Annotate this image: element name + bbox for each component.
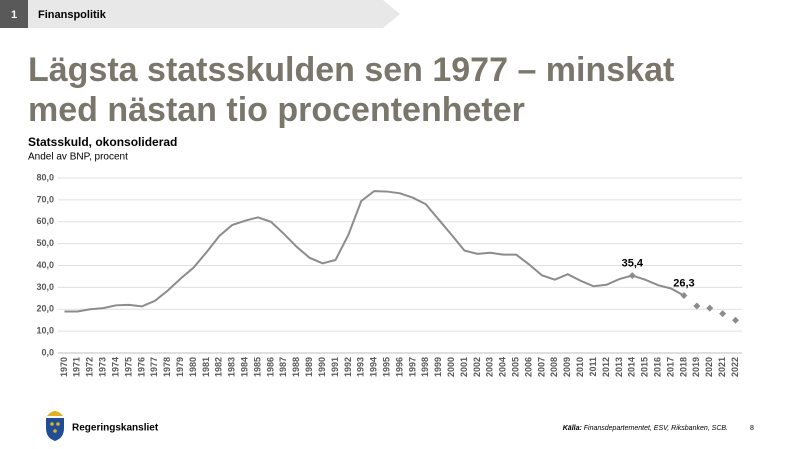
- slide-title: Lägsta statsskulden sen 1977 – minskat: [28, 51, 674, 89]
- x-tick-label: 1988: [291, 357, 301, 377]
- y-tick-label: 40,0: [36, 260, 54, 270]
- x-tick-label: 2002: [472, 357, 482, 377]
- page-number: 8: [750, 425, 754, 432]
- x-tick-label: 2022: [730, 357, 740, 377]
- data-label: 26,3: [673, 277, 694, 289]
- data-point: [732, 316, 740, 324]
- x-tick-label: 1974: [110, 357, 120, 377]
- source-label: Källa:: [563, 425, 582, 432]
- x-tick-label: 1995: [381, 357, 391, 377]
- x-tick-label: 1997: [407, 357, 417, 377]
- x-tick-label: 2005: [511, 357, 521, 377]
- y-tick-label: 50,0: [36, 238, 54, 248]
- x-tick-label: 2017: [665, 357, 675, 377]
- x-tick-label: 2003: [485, 357, 495, 377]
- x-tick-label: 1996: [394, 357, 404, 377]
- x-tick-label: 1998: [420, 357, 430, 377]
- x-tick-label: 1990: [317, 357, 327, 377]
- y-tick-label: 20,0: [36, 304, 54, 314]
- x-tick-label: 1971: [72, 357, 82, 377]
- section-number-box: [0, 0, 28, 28]
- data-point: [719, 310, 727, 318]
- x-tick-label: 1978: [162, 357, 172, 377]
- x-tick-label: 2015: [640, 357, 650, 377]
- x-tick-label: 1984: [240, 357, 250, 377]
- x-tick-label: 1976: [136, 357, 146, 377]
- x-tick-label: 1987: [278, 357, 288, 377]
- logo-crown-dot: [50, 422, 54, 426]
- x-tick-label: 1981: [201, 357, 211, 377]
- x-tick-label: 1994: [369, 357, 379, 377]
- data-label: 35,4: [622, 257, 644, 269]
- x-tick-label: 2007: [536, 357, 546, 377]
- logo-crown: [47, 411, 63, 416]
- x-tick-label: 1986: [265, 357, 275, 377]
- chart-title: Statsskuld, okonsoliderad: [28, 135, 177, 149]
- x-tick-label: 1979: [175, 357, 185, 377]
- section-number: 1: [11, 9, 17, 21]
- x-tick-label: 2010: [575, 357, 585, 377]
- x-tick-label: 1991: [330, 357, 340, 377]
- x-tick-label: 2008: [549, 357, 559, 377]
- x-tick-label: 1972: [85, 357, 95, 377]
- data-point: [693, 302, 701, 310]
- y-tick-label: 60,0: [36, 216, 54, 226]
- y-tick-label: 0,0: [41, 347, 54, 357]
- x-tick-label: 2006: [523, 357, 533, 377]
- source: Källa: Finansdepartementet, ESV, Riksban…: [563, 425, 728, 432]
- section-tab: [0, 0, 400, 28]
- x-tick-label: 1982: [214, 357, 224, 377]
- x-tick-label: 1970: [59, 357, 69, 377]
- x-tick-label: 2013: [614, 357, 624, 377]
- logo: [46, 411, 64, 441]
- y-tick-label: 80,0: [36, 172, 54, 182]
- line: [64, 190, 685, 313]
- logo-crown-dot: [56, 422, 60, 426]
- data-point: [628, 272, 636, 280]
- x-tick-label: 2019: [691, 357, 701, 377]
- section-name: Finanspolitik: [38, 9, 107, 21]
- x-tick-label: 2014: [627, 357, 637, 377]
- x-tick-label: 1977: [149, 357, 159, 377]
- slide-title: med nästan tio procentenheter: [28, 91, 525, 129]
- x-tick-label: 2012: [601, 357, 611, 377]
- x-tick-label: 1973: [98, 357, 108, 377]
- y-tick-label: 10,0: [36, 326, 54, 336]
- logo-crown-dot: [53, 429, 57, 433]
- x-tick-label: 2011: [588, 357, 598, 377]
- chart-subtitle: Andel av BNP, procent: [28, 152, 128, 163]
- x-tick-label: 1989: [304, 357, 314, 377]
- x-tick-label: 2016: [652, 357, 662, 377]
- y-tick-label: 30,0: [36, 282, 54, 292]
- x-tick-label: 2004: [498, 357, 508, 377]
- x-tick-label: 1993: [356, 357, 366, 377]
- y-tick-label: 70,0: [36, 194, 54, 204]
- x-tick-label: 1985: [252, 357, 262, 377]
- x-tick-label: 2018: [678, 357, 688, 377]
- x-tick-label: 2021: [717, 357, 727, 377]
- data-point: [706, 304, 714, 312]
- x-tick-label: 1983: [227, 357, 237, 377]
- x-tick-label: 1980: [188, 357, 198, 377]
- x-tick-label: 2020: [704, 357, 714, 377]
- x-tick-label: 2009: [562, 357, 572, 377]
- x-tick-label: 2000: [446, 357, 456, 377]
- x-tick-label: 1975: [123, 357, 133, 377]
- data-point: [680, 291, 688, 299]
- logo-text: Regeringskansliet: [72, 423, 159, 434]
- source-text: Finansdepartementet, ESV, Riksbanken, SC…: [584, 425, 728, 432]
- x-tick-label: 2001: [459, 357, 469, 377]
- x-tick-label: 1992: [343, 357, 353, 377]
- x-tick-label: 1999: [433, 357, 443, 377]
